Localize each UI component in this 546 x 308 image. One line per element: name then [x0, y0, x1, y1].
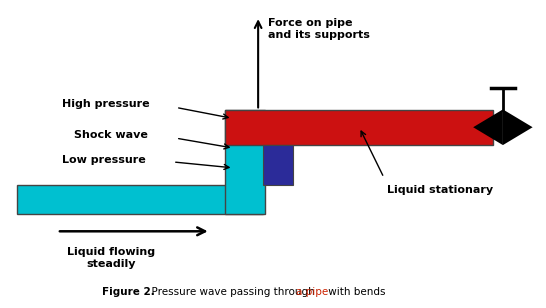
Text: Liquid stationary: Liquid stationary — [387, 185, 493, 195]
Text: Figure 2.: Figure 2. — [102, 287, 155, 297]
Text: Shock wave: Shock wave — [74, 130, 147, 140]
Text: Pressure wave passing through: Pressure wave passing through — [145, 287, 318, 297]
Text: a pipe: a pipe — [296, 287, 328, 297]
Bar — [225, 110, 265, 214]
Text: with bends: with bends — [324, 287, 385, 297]
Bar — [225, 110, 493, 145]
Text: Liquid flowing
steadily: Liquid flowing steadily — [67, 247, 156, 269]
Text: High pressure: High pressure — [62, 99, 150, 109]
Polygon shape — [503, 109, 533, 145]
Bar — [17, 185, 263, 214]
Text: Low pressure: Low pressure — [62, 155, 146, 165]
Bar — [263, 145, 293, 185]
Text: Force on pipe
and its supports: Force on pipe and its supports — [268, 18, 370, 40]
Polygon shape — [473, 109, 503, 145]
